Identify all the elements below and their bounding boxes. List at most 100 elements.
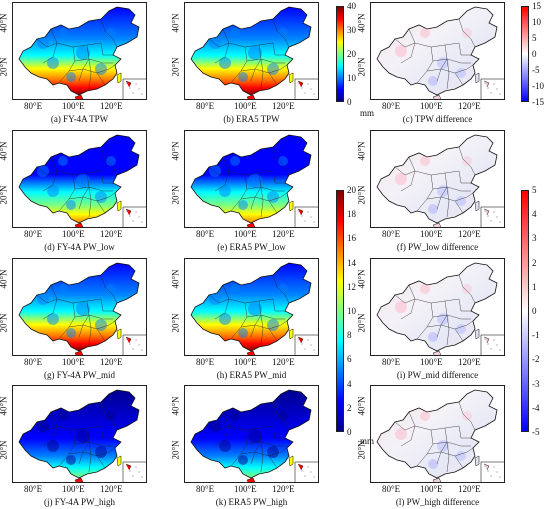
colorbar-tick: 16: [347, 233, 356, 244]
lat-label: 20°N: [0, 185, 9, 205]
panel-caption: (j) FY-4A PW_high: [43, 497, 115, 507]
lon-label: 100°E: [62, 229, 85, 239]
lon-label: 100°E: [234, 357, 257, 367]
lat-label: 40°N: [356, 13, 367, 33]
lat-label: 20°N: [0, 440, 9, 460]
map-panel-f: 40°N 20°N 80°E 100°E 120°E (f) PW_low differe…: [356, 128, 508, 254]
map-frame: [12, 130, 147, 228]
lon-label: 80°E: [196, 484, 215, 494]
lon-label: 100°E: [234, 484, 257, 494]
lon-label: 80°E: [196, 229, 215, 239]
lat-label: 20°N: [356, 185, 367, 205]
map-frame: [184, 2, 319, 100]
lon-label: 80°E: [24, 101, 43, 111]
lon-label: 120°E: [458, 357, 481, 367]
panel-caption: (a) FY-4A TPW: [50, 114, 109, 124]
map-panel-g: 40°N 20°N 80°E 100°E 120°E (g) FY-4A PW_mid: [0, 256, 150, 382]
lon-label: 100°E: [420, 229, 443, 239]
map-frame: [12, 2, 147, 100]
lon-label: 80°E: [382, 357, 401, 367]
lat-label: 40°N: [170, 396, 181, 416]
lon-label: 120°E: [272, 229, 295, 239]
panel-caption: (d) FY-4A PW_low: [44, 242, 115, 252]
colorbar-tick: 10: [347, 306, 356, 316]
colorbar-tick: 4: [347, 378, 352, 389]
china-region: [376, 6, 498, 96]
lon-label: 80°E: [24, 229, 43, 239]
colorbar-tick: 20: [347, 185, 356, 195]
lon-label: 80°E: [196, 357, 215, 367]
map-frame: [370, 258, 505, 356]
lon-label: 80°E: [24, 357, 43, 367]
colorbar-tick: 0: [532, 306, 537, 316]
lon-label: 120°E: [100, 101, 123, 111]
panel-caption: (l) PW_high difference: [395, 497, 480, 507]
colorbar-tick: 2: [532, 257, 537, 268]
map-panel-a: 40°N 20°N 80°E 100°E 120°E (a) FY-4A TPW: [0, 0, 150, 126]
colorbar-tick: 3: [532, 233, 537, 244]
panel-caption: (h) ERA5 PW_mid: [216, 370, 287, 380]
colorbar-unit: mm: [360, 108, 375, 118]
panel-caption: (i) PW_mid difference: [396, 370, 479, 380]
colorbar-tick: 15: [532, 1, 541, 11]
lat-label: 40°N: [356, 396, 367, 416]
colorbar-tick: -4: [532, 402, 540, 413]
map-panel-c: 40°N 20°N 80°E 100°E 120°E (c) TPW difference: [356, 0, 508, 126]
lon-label: 100°E: [62, 101, 85, 111]
colorbar-tick: 12: [347, 281, 356, 292]
lon-label: 80°E: [196, 101, 215, 111]
map-frame: [12, 385, 147, 483]
lat-label: 20°N: [356, 313, 367, 333]
panel-caption: (g) FY-4A PW_mid: [43, 370, 115, 380]
lon-label: 80°E: [24, 484, 43, 494]
panel-caption: (k) ERA5 PW_high: [215, 497, 288, 507]
lat-label: 20°N: [0, 313, 9, 333]
lon-label: 120°E: [100, 229, 123, 239]
colorbar-tick: 5: [532, 33, 537, 43]
lon-label: 120°E: [272, 484, 295, 494]
map-panel-e: 40°N 20°N 80°E 100°E 120°E (e) ERA5 PW_low: [170, 128, 322, 254]
lon-label: 80°E: [382, 484, 401, 494]
panel-caption: (c) TPW difference: [402, 114, 473, 124]
lon-label: 80°E: [382, 229, 401, 239]
colorbar-tick: -2: [532, 354, 540, 365]
lon-label: 120°E: [272, 357, 295, 367]
colorbar-tick: 2: [347, 402, 352, 413]
colorbar-gradient: [336, 190, 344, 432]
lat-label: 20°N: [356, 57, 367, 77]
china-region: [376, 389, 498, 479]
colorbar-gradient: [521, 190, 529, 432]
map-panel-b: 40°N 20°N 80°E 100°E 120°E (b) ERA5 TPW: [170, 0, 322, 126]
colorbar-tick: 6: [347, 354, 352, 365]
lat-label: 20°N: [0, 57, 9, 77]
colorbar-tick: 18: [347, 209, 356, 220]
colorbar-tick: 4: [532, 209, 537, 220]
lat-label: 40°N: [0, 269, 9, 289]
map-panel-i: 40°N 20°N 80°E 100°E 120°E (i) PW_mid differe…: [356, 256, 508, 382]
map-frame: [12, 258, 147, 356]
lat-label: 20°N: [170, 57, 181, 77]
lon-label: 100°E: [234, 101, 257, 111]
colorbar-tick: -5: [532, 65, 540, 75]
colorbar-tick: 8: [347, 330, 352, 341]
lon-label: 120°E: [458, 229, 481, 239]
lon-label: 100°E: [234, 229, 257, 239]
lat-label: 20°N: [170, 313, 181, 333]
lat-label: 40°N: [170, 269, 181, 289]
panel-caption: (b) ERA5 TPW: [223, 114, 280, 124]
colorbar-tick: 10: [347, 73, 356, 83]
colorbar-tick: 14: [347, 257, 356, 268]
lat-label: 20°N: [170, 185, 181, 205]
lat-label: 40°N: [356, 269, 367, 289]
lon-label: 100°E: [420, 101, 443, 111]
lon-label: 120°E: [100, 357, 123, 367]
map-panel-k: 40°N 20°N 80°E 100°E 120°E (k) ERA5 PW_high: [170, 383, 322, 509]
colorbar-tick: 5: [532, 185, 537, 195]
lon-label: 80°E: [382, 101, 401, 111]
lon-label: 120°E: [100, 484, 123, 494]
lat-label: 40°N: [170, 141, 181, 161]
colorbar-tick: -5: [532, 427, 540, 437]
colorbar-tick: 40: [347, 1, 356, 11]
colorbar-tick: -1: [532, 330, 540, 341]
map-frame: [370, 130, 505, 228]
